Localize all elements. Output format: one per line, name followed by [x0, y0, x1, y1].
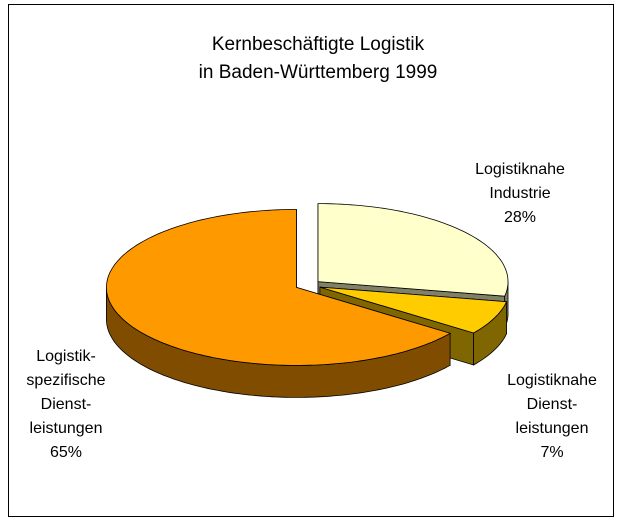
- slice-label: leistungen: [30, 420, 103, 437]
- pie-slice: [317, 203, 509, 297]
- pie-slice: [319, 286, 508, 334]
- slice-label: Logistiknahe: [507, 372, 597, 389]
- slice-label: leistungen: [516, 420, 589, 437]
- slice-value-label: 28%: [504, 209, 536, 226]
- slice-label: Logistik-: [36, 348, 96, 365]
- chart-title: Kernbeschäftigte Logistik: [212, 34, 425, 55]
- slice-label: Logistiknahe: [475, 161, 565, 178]
- chart-title: in Baden-Württemberg 1999: [199, 62, 438, 83]
- slice-value-label: 65%: [50, 444, 82, 461]
- slice-label: Industrie: [489, 185, 550, 202]
- slice-label: Dienst-: [527, 396, 578, 413]
- chart-border: [8, 4, 614, 517]
- slice-label: Dienst-: [41, 396, 92, 413]
- slice-label: spezifische: [26, 372, 105, 389]
- pie-slice: [105, 209, 452, 366]
- slice-value-label: 7%: [540, 444, 563, 461]
